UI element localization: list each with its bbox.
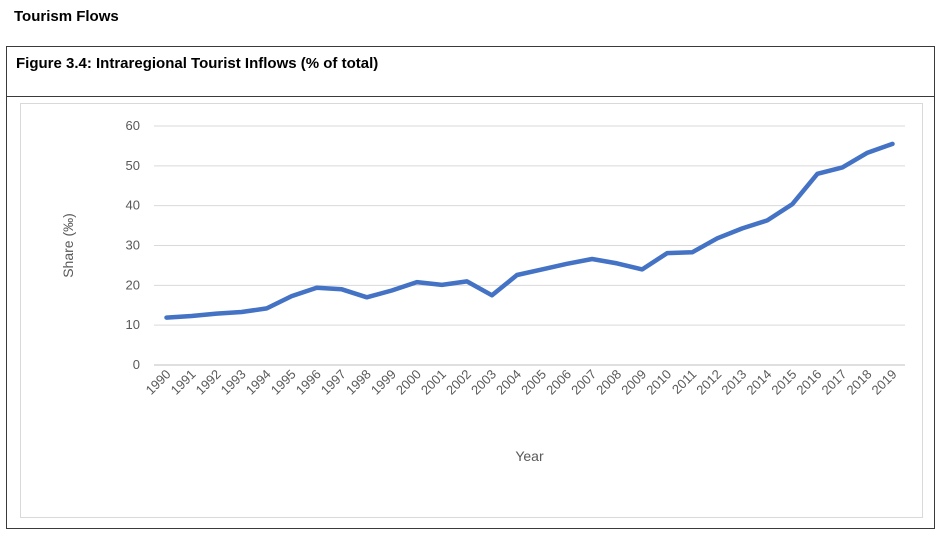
x-tick-label: 2011 xyxy=(669,367,699,397)
x-tick-label: 2010 xyxy=(643,367,674,398)
y-axis-title: Share (‰) xyxy=(60,213,76,278)
x-tick-labels: 1990199119921993199419951996199719981999… xyxy=(143,367,900,398)
x-tick-label: 1993 xyxy=(218,367,249,398)
figure-box: Figure 3.4: Intraregional Tourist Inflow… xyxy=(6,46,935,529)
x-tick-label: 1996 xyxy=(293,367,324,398)
y-tick-labels: 0 10 20 30 40 50 60 xyxy=(126,118,140,372)
x-tick-label: 2006 xyxy=(543,367,574,398)
x-tick-label: 2005 xyxy=(518,367,549,398)
x-tick-label: 2002 xyxy=(443,367,474,398)
x-tick-label: 1997 xyxy=(318,367,349,398)
x-tick-label: 2019 xyxy=(869,367,900,398)
x-tick-label: 1994 xyxy=(243,367,274,398)
figure-caption: Figure 3.4: Intraregional Tourist Inflow… xyxy=(7,47,934,97)
y-tick-label: 50 xyxy=(126,158,140,173)
x-tick-label: 1995 xyxy=(268,367,299,398)
x-tick-label: 1999 xyxy=(368,367,399,398)
x-tick-label: 2009 xyxy=(618,367,649,398)
x-tick-label: 2000 xyxy=(393,367,424,398)
x-tick-label: 1992 xyxy=(193,367,224,398)
x-tick-label: 2004 xyxy=(493,367,524,398)
y-tick-label: 20 xyxy=(126,277,140,292)
x-tick-label: 2007 xyxy=(568,367,599,398)
y-tick-label: 0 xyxy=(133,357,140,372)
x-tick-label: 1991 xyxy=(168,367,199,398)
x-tick-label: 1990 xyxy=(143,367,174,398)
x-tick-label: 2001 xyxy=(418,367,449,398)
series-lines xyxy=(164,141,895,320)
chart-area: 0 10 20 30 40 50 60 1990 1991 1992 1993 1994 1995 19… xyxy=(20,103,923,518)
x-tick-label: 2012 xyxy=(693,367,724,398)
x-axis-title: Year xyxy=(515,448,544,464)
x-tick-label: 1998 xyxy=(343,367,374,398)
y-tick-label: 30 xyxy=(126,238,140,253)
x-tick-label: 2008 xyxy=(593,367,624,398)
series-line-0 xyxy=(164,141,895,320)
y-tick-label: 60 xyxy=(126,118,140,133)
x-tick-label: 2016 xyxy=(793,367,824,398)
y-tick-label: 40 xyxy=(126,198,140,213)
x-tick-label: 2013 xyxy=(718,367,749,398)
x-tick-label: 2017 xyxy=(818,367,849,398)
x-tick-label: 2018 xyxy=(844,367,875,398)
gridlines xyxy=(154,125,905,366)
x-tick-label: 2015 xyxy=(768,367,799,398)
x-tick-label: 2014 xyxy=(743,367,774,398)
x-tick-label: 2003 xyxy=(468,367,499,398)
y-tick-label: 10 xyxy=(126,317,140,332)
section-title: Tourism Flows xyxy=(14,8,119,25)
